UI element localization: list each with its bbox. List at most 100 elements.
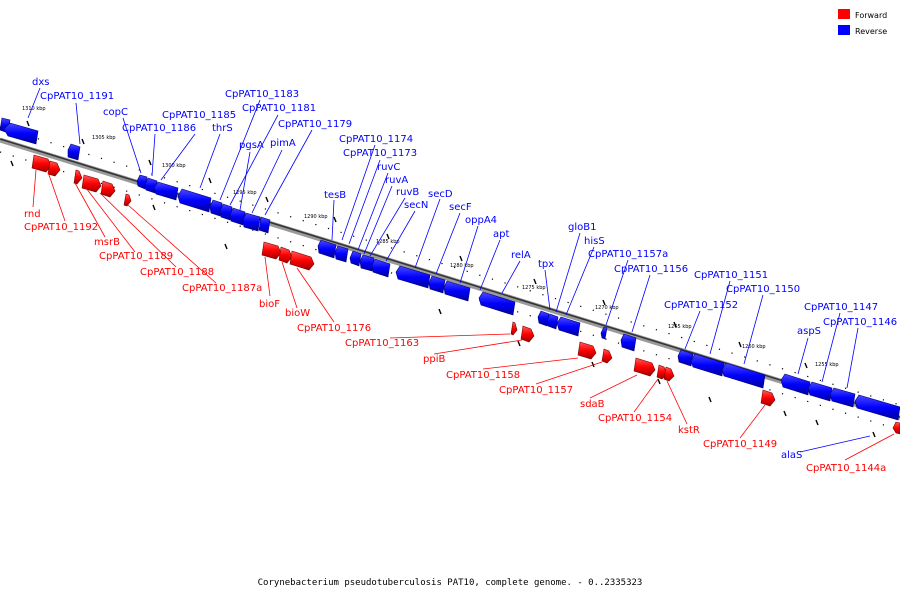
- tick-label: 1300 kbp: [162, 163, 186, 169]
- gene-arrow: [359, 254, 375, 272]
- gene-label: ruvA: [385, 175, 408, 186]
- gene-arrow: [600, 326, 608, 340]
- forward-genes: [31, 154, 900, 435]
- gene-arrow: [760, 389, 776, 407]
- gene-label: CpPAT10_1158: [446, 370, 520, 381]
- gene-arrow: [317, 239, 337, 259]
- gene-label: sdaB: [580, 399, 605, 410]
- gene-arrow: [177, 188, 212, 213]
- gene-label: alaS: [781, 450, 802, 461]
- gene-arrow: [537, 310, 550, 327]
- gene-arrow: [520, 325, 535, 343]
- gene-arrow: [144, 177, 158, 194]
- gene-arrow: [620, 333, 637, 352]
- gene-label: dxs: [32, 77, 49, 88]
- gene-label: relA: [511, 250, 531, 261]
- genome-caption: Corynebacterium pseudotuberculosis PAT10…: [257, 578, 643, 588]
- gene-label: CpPAT10_1173: [343, 148, 417, 159]
- gene-label: oppA4: [465, 215, 497, 226]
- gene-arrow: [334, 245, 349, 263]
- gene-arrow: [633, 357, 656, 377]
- legend-forward-swatch: [838, 9, 850, 19]
- gene-arrow: [258, 216, 271, 234]
- gene-arrow: [349, 250, 362, 267]
- legend: Forward Reverse: [838, 9, 887, 36]
- gene-arrow: [556, 316, 581, 337]
- gene-label: CpPAT10_1157: [499, 385, 573, 396]
- gene-arrow: [577, 341, 597, 360]
- gene-arrow: [278, 246, 293, 264]
- gene-label: gloB1: [568, 222, 596, 233]
- gene-label: CpPAT10_1147: [804, 302, 878, 313]
- gene-arrow: [289, 250, 315, 271]
- gene-arrow: [123, 193, 132, 207]
- legend-reverse-swatch: [838, 25, 850, 35]
- gene-label: apt: [493, 229, 509, 240]
- gene-label: CpPAT10_1149: [703, 439, 777, 450]
- forward-gene-labels: rnd CpPAT10_1192 msrB CpPAT10_1189 CpPAT…: [24, 209, 886, 474]
- gene-arrow: [601, 348, 613, 364]
- gene-arrow: [780, 373, 811, 396]
- gene-label: CpPAT10_1151: [694, 270, 768, 281]
- gene-arrow: [829, 387, 856, 408]
- legend-forward-label: Forward: [855, 11, 887, 20]
- gene-label: CpPAT10_1176: [297, 323, 371, 334]
- gene-label: CpPAT10_1179: [278, 119, 352, 130]
- gene-arrow: [153, 181, 179, 201]
- gene-arrow: [371, 258, 391, 278]
- gene-arrow: [229, 207, 246, 226]
- tick-label: 1270 kbp: [595, 305, 619, 311]
- gene-label: ppiB: [423, 354, 445, 365]
- gene-label: CpPAT10_1154: [598, 413, 672, 424]
- gene-label: secD: [428, 189, 453, 200]
- gene-arrow: [395, 265, 431, 289]
- gene-arrow: [892, 421, 900, 435]
- gene-label: kstR: [678, 425, 700, 436]
- tick-label: 1295 kbp: [233, 190, 257, 196]
- gene-label: CpPAT10_1186: [122, 123, 196, 134]
- gene-label: CpPAT10_1189: [99, 251, 173, 262]
- gene-arrow: [443, 280, 471, 302]
- gene-arrow: [510, 321, 518, 336]
- gene-arrow: [3, 122, 39, 145]
- tick-label: 1305 kbp: [92, 135, 116, 141]
- gene-label: CpPAT10_1188: [140, 267, 214, 278]
- gene-label: CpPAT10_1144a: [806, 463, 886, 474]
- gene-arrow: [690, 353, 725, 377]
- gene-label: CpPAT10_1192: [24, 222, 98, 233]
- gene-arrow: [428, 275, 446, 294]
- reverse-genes: [0, 117, 900, 421]
- gene-label: msrB: [94, 237, 120, 248]
- gene-arrow: [546, 313, 559, 330]
- gene-label: copC: [103, 107, 128, 118]
- gene-label: CpPAT10_1174: [339, 134, 413, 145]
- gene-label: pgsA: [239, 140, 264, 151]
- gene-label: secN: [404, 200, 428, 211]
- gene-arrow: [677, 349, 694, 367]
- legend-reverse-label: Reverse: [855, 27, 887, 36]
- coordinate-labels: 1310 kbp 1305 kbp 1300 kbp 1295 kbp 1290…: [22, 106, 839, 368]
- tick-label: 1290 kbp: [304, 214, 328, 220]
- gene-label: rnd: [24, 209, 41, 220]
- gene-arrow: [663, 366, 675, 382]
- gene-label: tpx: [538, 259, 554, 270]
- gene-label: bioW: [285, 308, 310, 319]
- gene-arrow: [73, 169, 83, 185]
- gene-label: secF: [449, 202, 472, 213]
- forward-leader-lines: [32, 169, 895, 461]
- tick-label: 1275 kbp: [522, 285, 546, 291]
- gene-label: CpPAT10_1163: [345, 338, 419, 349]
- gene-arrow: [854, 394, 900, 421]
- tick-label: 1285 kbp: [376, 239, 400, 245]
- tick-label: 1280 kbp: [450, 263, 474, 269]
- gene-arrow: [721, 362, 766, 389]
- gene-label: hisS: [584, 236, 605, 247]
- tick-marks: [10, 120, 876, 438]
- gene-arrow: [81, 174, 102, 193]
- gene-arrow: [31, 154, 52, 173]
- gene-label: ruvC: [377, 162, 400, 173]
- gene-arrow: [242, 212, 261, 232]
- gene-arrow: [261, 241, 282, 260]
- gene-label: CpPAT10_1156: [614, 264, 688, 275]
